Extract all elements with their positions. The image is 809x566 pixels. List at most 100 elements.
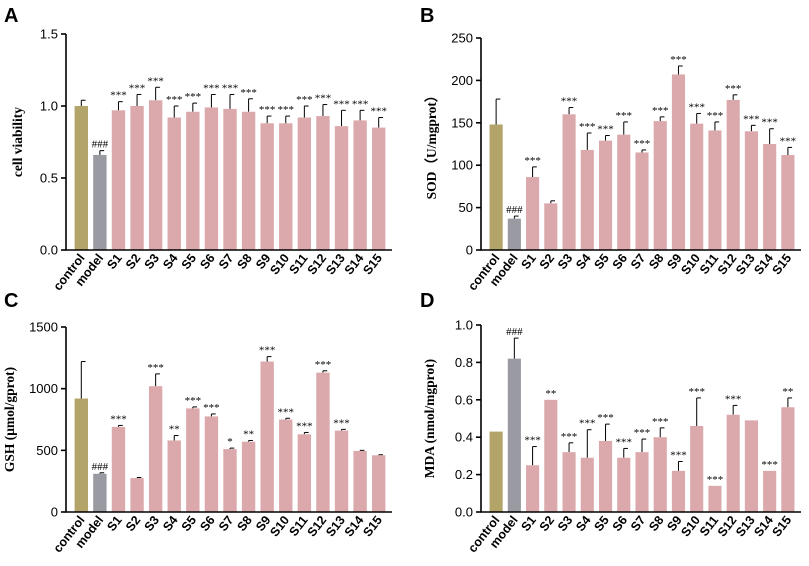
significance-label: *** [166,94,183,106]
x-tick-label: S8 [235,251,255,272]
significance-label: *** [616,110,633,122]
x-tick-label: S8 [646,513,666,534]
x-tick-label: S3 [555,251,575,272]
y-axis-label: SOD（U/mgprot） [424,89,439,200]
bar-s8 [241,111,256,250]
bar-s11 [708,130,722,250]
bar-s1 [526,177,540,250]
y-tick-label: 0 [51,505,58,520]
bar-s13 [744,131,758,250]
y-tick-label: 50 [459,200,473,215]
bar-s15 [372,455,386,512]
bar-s14 [353,450,367,512]
significance-label: *** [688,386,705,398]
panel-B: BSOD（U/mgprot）050100150200250control###m… [420,5,801,293]
bar-s5 [598,440,613,512]
significance-label: *** [761,117,778,129]
bar-control [74,106,88,250]
significance-label: *** [634,138,651,150]
y-tick-label: 0.0 [455,505,473,520]
bar-s15 [372,127,386,250]
bar-s7 [635,152,649,250]
bar-s1 [111,426,126,512]
bar-s2 [130,478,144,512]
bar-s13 [744,420,758,512]
significance-label: *** [352,98,369,110]
bar-s4 [580,457,594,512]
bar-s14 [763,144,777,250]
y-tick-label: 100 [451,158,473,173]
x-tick-label: S1 [519,251,539,272]
bar-s12 [726,99,740,251]
x-tick-label: S3 [142,251,162,272]
significance-label: *** [240,87,257,99]
y-tick-label: 0.2 [455,467,473,482]
y-axis-label: cell viability [10,107,25,177]
significance-label: *** [222,82,239,94]
panel-letter: A [4,5,18,27]
bar-s13 [334,430,349,512]
bar-s11 [297,117,312,251]
bar-s12 [316,116,330,250]
x-tick-label: S15 [770,513,795,539]
bar-s8 [653,121,667,250]
bar-s9 [260,361,274,512]
y-tick-label: 0.4 [455,430,473,445]
bar-s14 [353,120,367,251]
significance-label: *** [725,83,742,95]
significance-label: *** [259,345,276,357]
y-tick-label: 1.0 [455,318,473,333]
x-tick-label: S7 [216,513,236,534]
x-tick-label: S6 [610,513,630,534]
x-tick-label: S1 [104,513,124,534]
bar-s3 [148,100,163,251]
y-axis-label: GSH (μmol/gprot) [2,367,17,472]
significance-label: ** [545,388,556,400]
bar-s4 [167,440,181,512]
y-tick-label: 1.0 [40,99,58,114]
y-tick-label: 500 [36,443,58,458]
x-tick-label: S3 [555,513,575,534]
x-tick-label: S4 [573,251,593,272]
bar-s4 [167,117,181,251]
axes [65,327,392,513]
bar-s5 [598,140,613,250]
significance-label: *** [707,474,724,486]
significance-label: *** [743,113,760,125]
bar-s11 [297,434,312,512]
significance-label: ** [169,424,180,436]
significance-label: *** [259,104,276,116]
bar-control [74,398,88,512]
significance-label: *** [278,406,295,418]
significance-label: *** [579,121,596,133]
y-tick-label: 0.8 [455,355,473,370]
x-tick-label: S2 [123,513,143,534]
significance-label: *** [278,104,295,116]
bar-s5 [186,111,200,250]
bar-control [489,124,503,250]
significance-label: *** [110,90,127,102]
x-tick-label: S2 [537,513,557,534]
significance-label: ### [506,326,523,338]
bar-control [489,431,503,512]
significance-label: *** [597,412,614,424]
x-tick-label: S7 [628,251,648,272]
significance-label: *** [652,105,669,117]
x-tick-label: S5 [591,513,611,534]
bar-s7 [223,449,237,512]
bar-s3 [562,114,576,250]
significance-label: *** [780,135,797,147]
significance-label: * [227,436,233,448]
bar-s12 [316,372,330,512]
panel-letter: D [420,290,434,312]
significance-label: *** [579,418,596,430]
bar-s7 [635,452,649,512]
axes [480,325,801,513]
significance-label: *** [670,450,687,462]
significance-label: *** [634,427,651,439]
x-tick-label: S4 [573,513,593,534]
significance-label: ### [506,204,523,216]
bar-model [93,154,107,250]
significance-label: *** [296,94,313,106]
x-tick-label: S7 [216,251,236,272]
